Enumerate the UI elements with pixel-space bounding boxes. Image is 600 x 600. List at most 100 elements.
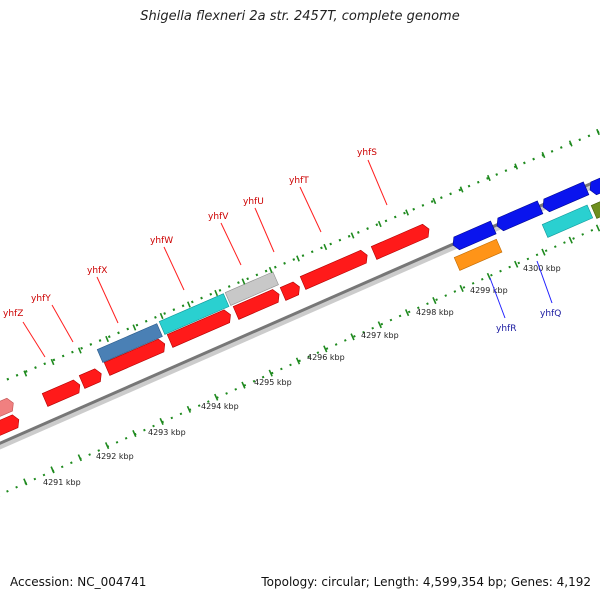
scale-label: 4292 kbp: [96, 452, 134, 461]
scale-label: 4293 kbp: [148, 428, 186, 437]
outer-dotted-ring: [0, 130, 600, 384]
scale-tick: [241, 278, 246, 285]
scale-tick: [214, 393, 219, 401]
gene-arrow-blue[interactable]: [494, 200, 544, 233]
gene-features: [0, 171, 600, 437]
gene-arrow-red[interactable]: [0, 413, 22, 437]
scale-tick: [23, 370, 28, 377]
scale-labels: 4291 kbp 4292 kbp 4293 kbp 4294 kbp 4295…: [43, 264, 561, 487]
leader-line: [96, 276, 119, 324]
gene-arrow-red[interactable]: [103, 337, 167, 376]
scale-label: 4298 kbp: [416, 308, 454, 317]
leader-line: [220, 222, 242, 266]
scale-tick: [132, 324, 137, 331]
map-title: Shigella flexneri 2a str. 2457T, complet…: [140, 9, 460, 24]
forward-gene-labels: yhfZ yhfY yhfX yhfW yhfV yhfU yhfT yhfS: [3, 148, 388, 358]
scale-label: 4297 kbp: [361, 331, 399, 340]
leader-line: [254, 207, 275, 253]
gene-arrow-blue[interactable]: [540, 181, 590, 214]
scale-tick: [268, 369, 273, 377]
scale-tick: [596, 128, 600, 136]
gene-arrow-red[interactable]: [166, 308, 233, 348]
gene-arrow-red[interactable]: [299, 249, 370, 290]
inner-dotted-ring: [0, 225, 600, 496]
scale-tick: [77, 454, 82, 462]
gene-block-steelblue[interactable]: [96, 323, 163, 363]
scale-tick: [541, 248, 546, 256]
scale-tick: [404, 309, 410, 317]
scale-tick: [432, 197, 437, 205]
gene-arrow-red[interactable]: [279, 280, 302, 301]
accession-text: Accession: NC_004741: [10, 575, 147, 589]
scale-label: 4291 kbp: [43, 478, 81, 487]
scale-tick: [459, 186, 464, 193]
gene-arrow-red[interactable]: [370, 223, 432, 260]
scale-tick: [268, 266, 273, 274]
scale-tick: [432, 297, 437, 305]
scale-tick: [377, 321, 382, 329]
scale-tick: [595, 224, 600, 232]
gene-label-yhfX[interactable]: yhfX: [87, 266, 107, 276]
scale-tick: [77, 347, 82, 354]
scale-tick: [132, 430, 137, 438]
gene-label-yhfS[interactable]: yhfS: [357, 148, 377, 158]
gene-arrow-red[interactable]: [232, 288, 282, 320]
scale-label: 4295 kbp: [254, 378, 292, 387]
gene-label-yhfV[interactable]: yhfV: [208, 212, 229, 222]
scale-tick: [350, 232, 355, 239]
gene-arrow-blue[interactable]: [450, 220, 497, 251]
gene-block-cyan[interactable]: [541, 204, 594, 238]
scale-label: 4299 kbp: [470, 286, 508, 295]
scale-tick: [23, 478, 28, 486]
leader-line: [163, 246, 185, 291]
scale-ticks: [0, 128, 600, 497]
scale-tick: [514, 163, 519, 170]
scale-label: 4296 kbp: [307, 353, 345, 362]
gene-label-yhfY[interactable]: yhfY: [31, 294, 51, 304]
leader-line: [299, 186, 322, 233]
leader-line: [22, 321, 46, 358]
gene-block-cyan[interactable]: [158, 293, 230, 335]
gene-block-orange[interactable]: [453, 238, 503, 271]
scale-tick: [296, 255, 300, 262]
gene-arrow-blue[interactable]: [587, 171, 600, 197]
scale-tick: [104, 442, 110, 450]
gene-block-olive[interactable]: [590, 197, 600, 219]
gene-label-yhfU[interactable]: yhfU: [243, 197, 264, 207]
scale-tick: [159, 312, 164, 320]
scale-tick: [50, 358, 55, 366]
scale-tick: [350, 333, 355, 341]
gene-label-yhfZ[interactable]: yhfZ: [3, 309, 23, 319]
reverse-gene-labels: yhfR yhfQ: [489, 260, 561, 334]
scale-tick: [323, 243, 328, 251]
scale-tick: [568, 236, 573, 244]
scale-tick: [459, 284, 464, 292]
scale-tick: [50, 466, 55, 474]
leader-line: [51, 304, 74, 343]
scale-tick: [405, 209, 409, 216]
gene-arrow-red[interactable]: [41, 378, 82, 407]
scale-tick: [514, 260, 519, 268]
scale-tick: [159, 417, 164, 425]
genome-summary-text: Topology: circular; Length: 4,599,354 bp…: [261, 575, 591, 589]
leader-line: [367, 159, 388, 206]
scale-label: 4294 kbp: [201, 402, 239, 411]
scale-tick: [241, 381, 246, 389]
gene-label-yhfQ[interactable]: yhfQ: [540, 309, 561, 319]
scale-tick: [568, 140, 573, 147]
gene-block-gray[interactable]: [224, 271, 279, 306]
gene-arrow-pink[interactable]: [0, 397, 16, 418]
scale-tick: [323, 345, 328, 353]
gene-arrow-red[interactable]: [78, 367, 104, 389]
leader-line: [489, 277, 506, 319]
scale-tick: [186, 405, 192, 413]
scale-tick: [105, 335, 109, 343]
scale-tick: [487, 174, 491, 182]
gene-label-yhfT[interactable]: yhfT: [289, 176, 309, 186]
gene-label-yhfR[interactable]: yhfR: [496, 324, 516, 334]
gene-label-yhfW[interactable]: yhfW: [150, 236, 173, 246]
scale-tick: [214, 289, 219, 297]
leader-line: [536, 260, 553, 304]
scale-tick: [295, 357, 301, 365]
